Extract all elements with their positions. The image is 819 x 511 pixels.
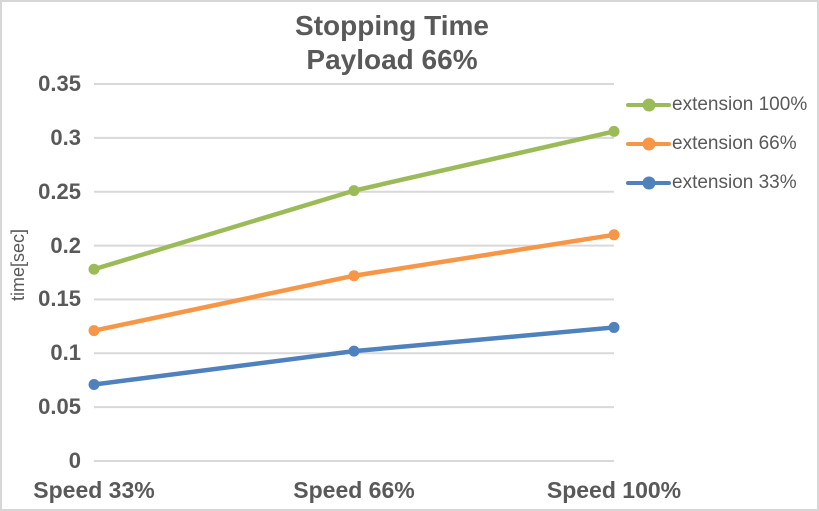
- legend-line-swatch: [626, 98, 671, 112]
- chart-title: Stopping Time Payload 66%: [2, 9, 782, 77]
- data-point-extension-100: [608, 125, 620, 137]
- y-tick-label: 0.25: [38, 178, 81, 204]
- y-tick-label: 0.15: [38, 286, 81, 312]
- data-point-extension-100: [348, 185, 360, 197]
- data-point-extension-66: [88, 325, 100, 337]
- legend-label: extension 33%: [672, 172, 797, 193]
- legend-marker-icon: [642, 98, 655, 112]
- chart-title-line2: Payload 66%: [306, 44, 478, 75]
- legend-item-extension-100: extension 100%: [626, 90, 807, 120]
- data-point-extension-33: [608, 321, 620, 333]
- y-tick-label: 0.35: [38, 71, 81, 96]
- legend-marker-icon: [642, 176, 655, 190]
- legend-label: extension 100%: [672, 94, 808, 115]
- legend-item-extension-33: extension 33%: [626, 168, 807, 198]
- legend-item-extension-66: extension 66%: [626, 129, 807, 159]
- data-point-extension-66: [348, 270, 360, 282]
- y-tick-label: 0.3: [50, 124, 81, 150]
- x-category-label: Speed 66%: [293, 477, 415, 503]
- y-tick-label: 0.1: [50, 340, 81, 366]
- data-point-extension-33: [88, 379, 100, 391]
- y-tick-label: 0.2: [50, 232, 81, 258]
- y-tick-label: 0.05: [38, 394, 81, 420]
- legend-marker-icon: [642, 137, 655, 151]
- legend-line-swatch: [626, 137, 671, 151]
- data-point-extension-33: [348, 345, 360, 357]
- y-tick-label: 0: [68, 448, 81, 473]
- x-category-label: Speed 100%: [546, 477, 682, 503]
- series-line-extension-66: [91, 232, 617, 333]
- data-point-extension-100: [88, 263, 100, 275]
- legend-label: extension 66%: [672, 133, 797, 154]
- legend-line-swatch: [626, 176, 671, 190]
- legend: extension 100% extension 66% extension 33%: [626, 90, 807, 198]
- data-point-extension-66: [608, 229, 620, 241]
- chart-title-line1: Stopping Time: [295, 10, 489, 41]
- x-category-label: Speed 33%: [33, 477, 155, 503]
